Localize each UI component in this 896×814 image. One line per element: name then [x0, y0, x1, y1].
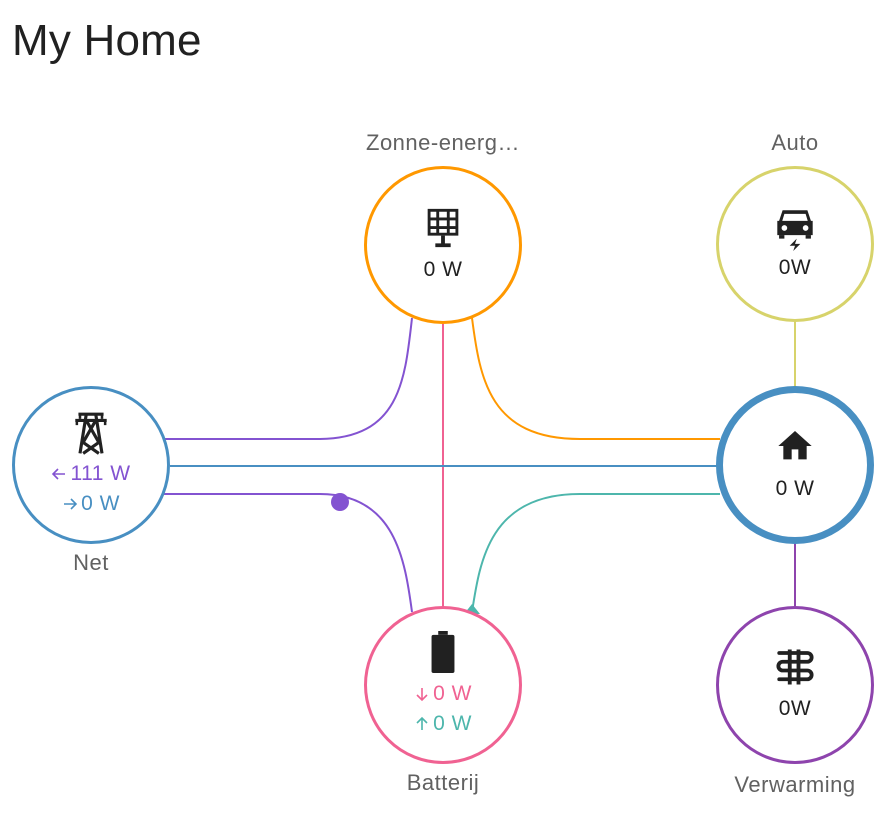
home-value: 0 W — [775, 477, 815, 500]
home-icon — [778, 431, 812, 460]
car-node[interactable]: 0W — [716, 166, 874, 322]
solar-value: 0 W — [423, 258, 463, 281]
arrow-right-icon — [64, 498, 78, 510]
solar-label: Zonne-energ… — [366, 130, 520, 155]
battery-icon — [431, 631, 455, 673]
grid-label: Net — [73, 550, 109, 575]
arrow-left-icon — [52, 468, 66, 480]
car-label: Auto — [771, 130, 819, 155]
battery-in-row: 0 W — [414, 679, 472, 709]
battery-label: Batterij — [406, 770, 480, 795]
car-value: 0W — [778, 256, 812, 279]
flow-solar-grid — [162, 317, 413, 440]
car-electric-icon — [777, 210, 813, 251]
flow-solar-home — [471, 317, 720, 440]
flow-grid-battery — [162, 493, 413, 613]
battery-in-value: 0 W — [433, 682, 472, 705]
grid-node[interactable]: 111 W 0 W — [12, 386, 170, 544]
radiator-icon — [776, 649, 814, 685]
grid-import-value: 111 W — [70, 462, 131, 485]
battery-out-value: 0 W — [433, 712, 472, 735]
arrow-up-icon — [416, 716, 428, 730]
grid-import-row: 111 W — [51, 459, 130, 489]
home-node[interactable]: 0 W — [716, 386, 874, 544]
battery-out-row: 0 W — [414, 709, 472, 739]
grid-export-value: 0 W — [81, 492, 120, 515]
flow-grid-battery-dot — [331, 493, 349, 511]
solar-panel-icon — [427, 208, 459, 248]
page-title: My Home — [12, 16, 202, 65]
heating-label: Verwarming — [734, 772, 856, 797]
battery-node[interactable]: 0 W 0 W — [364, 606, 522, 764]
heating-value: 0W — [778, 697, 812, 720]
transmission-tower-icon — [75, 412, 107, 455]
flow-battery-home — [471, 493, 720, 613]
arrow-down-icon — [416, 688, 428, 702]
grid-export-row: 0 W — [62, 489, 120, 519]
heating-node[interactable]: 0W — [716, 606, 874, 764]
solar-node[interactable]: 0 W — [364, 166, 522, 324]
